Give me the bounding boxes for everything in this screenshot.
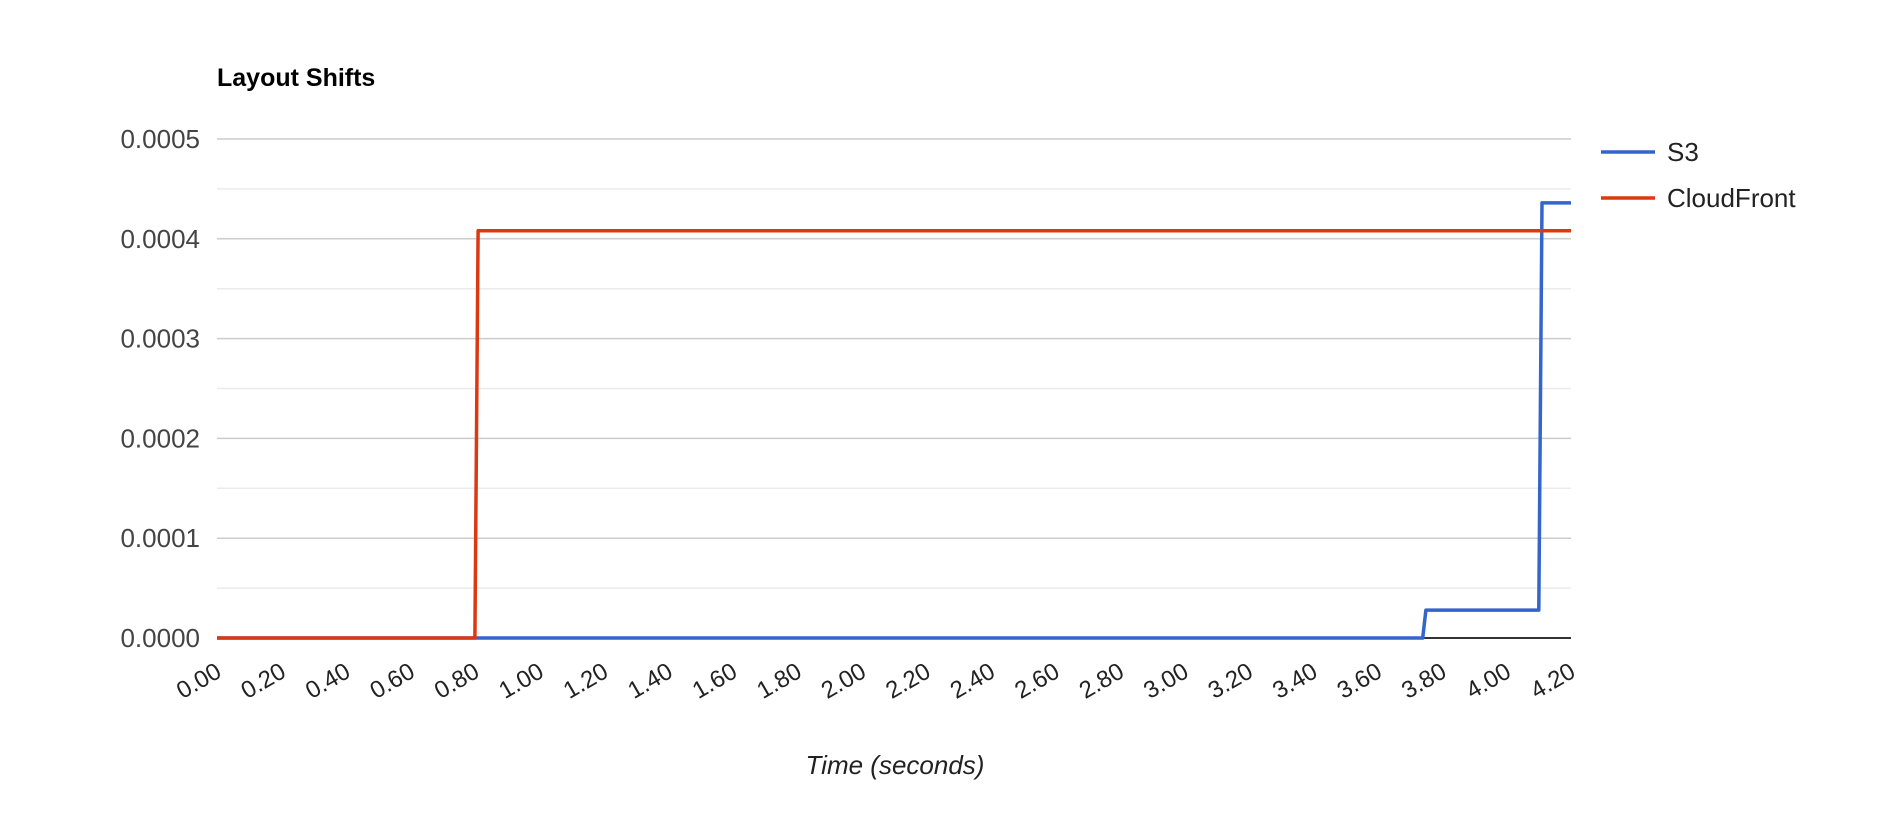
x-axis-label: Time (seconds) [806,750,985,780]
x-tick-label: 4.20 [1526,658,1580,705]
y-tick-label: 0.0003 [120,324,200,354]
x-tick-label: 3.40 [1268,658,1322,705]
legend-label: S3 [1667,137,1699,167]
x-tick-label: 3.20 [1204,658,1258,705]
x-tick-label: 2.40 [946,658,1000,705]
x-tick-label: 0.80 [430,658,484,705]
y-tick-label: 0.0000 [120,623,200,653]
x-tick-label: 2.60 [1010,658,1064,705]
x-tick-label: 0.20 [237,658,291,705]
y-tick-label: 0.0002 [120,423,200,453]
x-tick-label: 3.80 [1397,658,1451,705]
x-tick-label: 1.40 [623,658,677,705]
y-tick-label: 0.0001 [120,523,200,553]
x-tick-label: 2.00 [817,658,871,705]
x-tick-label: 0.60 [365,658,419,705]
y-tick-label: 0.0004 [120,224,200,254]
legend-label: CloudFront [1667,183,1796,213]
x-tick-label: 3.60 [1333,658,1387,705]
series-line-s3 [217,201,1571,640]
x-tick-label: 0.40 [301,658,355,705]
chart-title: Layout Shifts [217,64,375,92]
x-tick-label: 4.00 [1462,658,1516,705]
x-tick-label: 3.00 [1139,658,1193,705]
x-tick-label: 2.80 [1075,658,1129,705]
series-line-cloudfront [217,229,1571,640]
x-tick-label: 0.00 [172,658,226,705]
y-tick-label: 0.0005 [120,124,200,154]
x-tick-label: 1.80 [752,658,806,705]
x-tick-label: 1.60 [688,658,742,705]
x-tick-label: 1.00 [494,658,548,705]
x-tick-label: 2.20 [881,658,935,705]
x-tick-label: 1.20 [559,658,613,705]
